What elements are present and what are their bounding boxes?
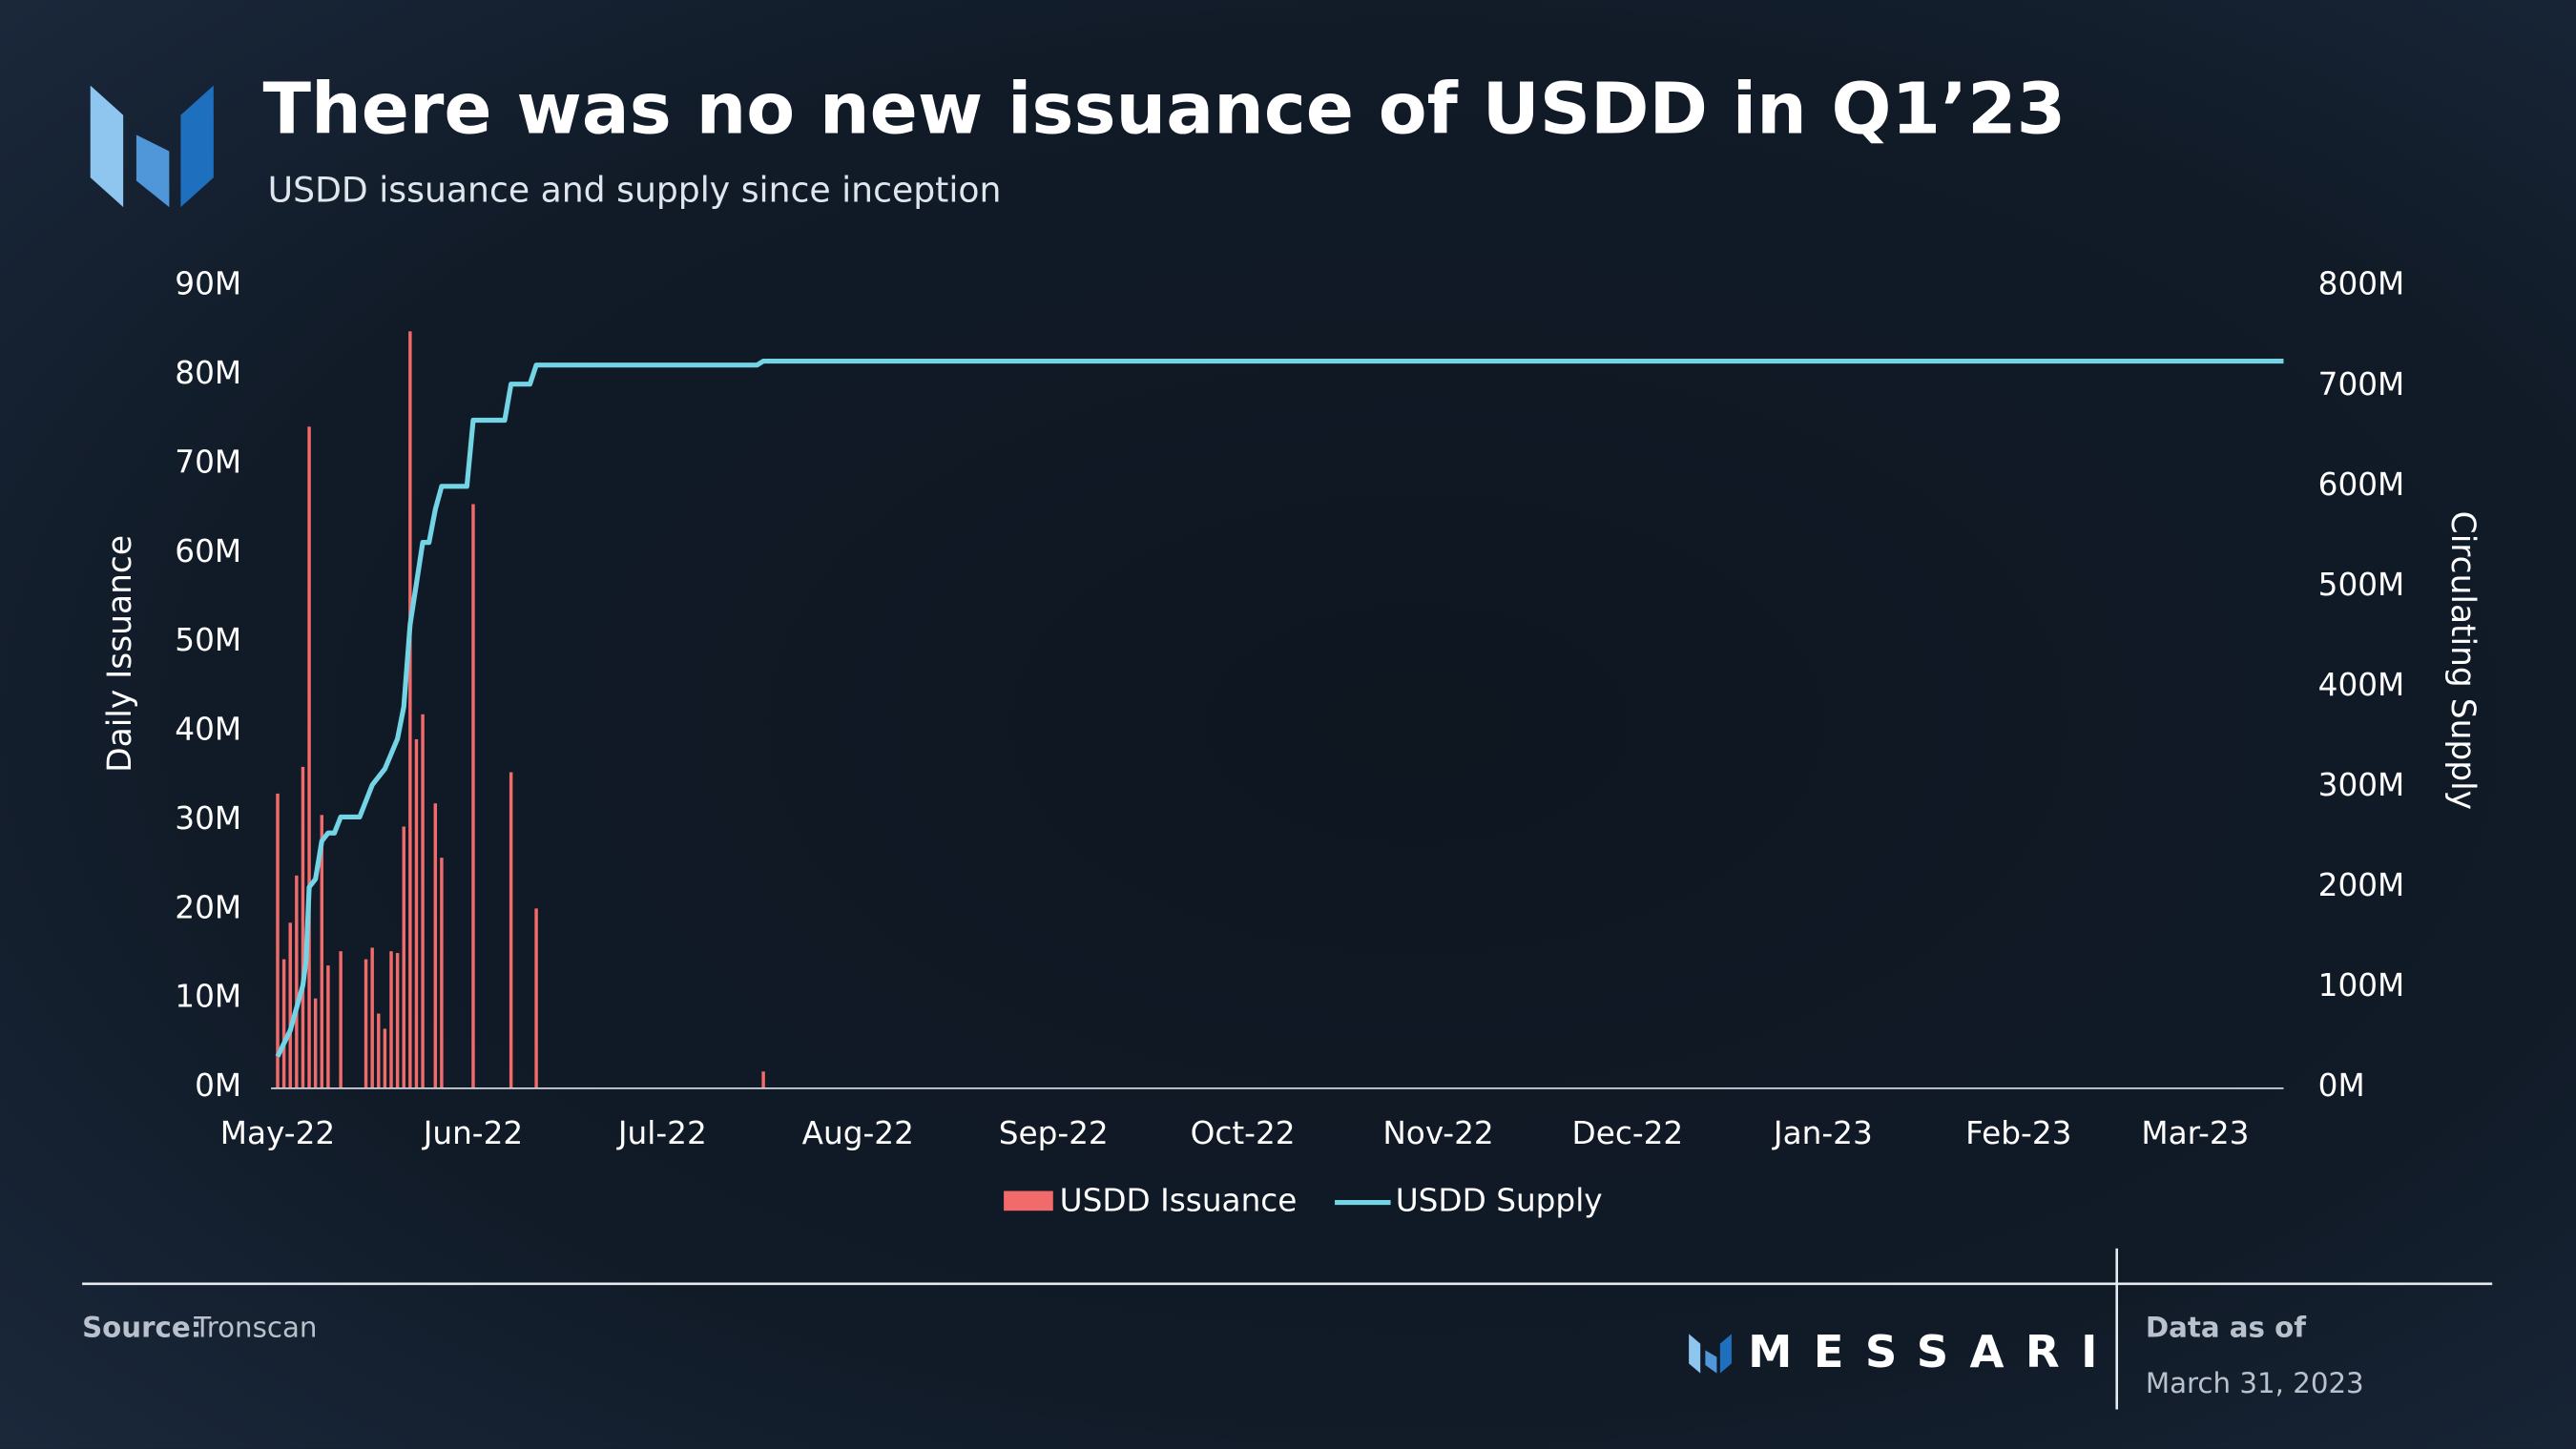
legend-label: USDD Supply bbox=[1396, 1183, 1603, 1219]
x-tick-label: May-22 bbox=[220, 1115, 335, 1151]
y2-axis-label: Circulating Supply bbox=[2443, 511, 2482, 810]
brand-logo bbox=[1689, 1334, 1732, 1374]
bar bbox=[281, 959, 286, 1088]
x-tick-label: Jun-22 bbox=[422, 1115, 524, 1151]
legend-swatch bbox=[1004, 1190, 1053, 1211]
bar bbox=[276, 793, 280, 1088]
y2-tick-label: 700M bbox=[2318, 366, 2405, 403]
y2-tick-label: 600M bbox=[2318, 466, 2405, 503]
line bbox=[275, 358, 2284, 1058]
y-tick-label: 90M bbox=[175, 266, 241, 302]
y2-tick-label: 400M bbox=[2318, 667, 2405, 703]
y2-tick-label: 0M bbox=[2318, 1067, 2365, 1104]
logo bbox=[90, 85, 214, 208]
bar bbox=[383, 1028, 387, 1088]
y2-tick-label: 800M bbox=[2318, 266, 2405, 302]
y-tick-label: 50M bbox=[175, 622, 241, 658]
bar bbox=[421, 714, 425, 1088]
y-tick-label: 80M bbox=[175, 355, 241, 391]
bar bbox=[364, 959, 368, 1088]
chart-subtitle: USDD issuance and supply since inception bbox=[268, 170, 1002, 211]
legend: USDD Issuance USDD Supply bbox=[1004, 1183, 1603, 1219]
bar bbox=[402, 826, 405, 1088]
y-tick-label: 0M bbox=[195, 1067, 241, 1104]
x-tick-label: Feb-23 bbox=[1965, 1115, 2071, 1151]
bar bbox=[509, 772, 513, 1088]
x-tick-label: Aug-22 bbox=[802, 1115, 914, 1151]
y2-tick-label: 300M bbox=[2318, 767, 2405, 803]
bar bbox=[377, 1013, 381, 1088]
bar bbox=[339, 951, 343, 1088]
bar bbox=[433, 803, 438, 1088]
bar bbox=[313, 998, 318, 1088]
x-tick-label: Sep-22 bbox=[999, 1115, 1109, 1151]
bar bbox=[288, 922, 292, 1088]
y-tick-label: 70M bbox=[175, 444, 241, 480]
bar bbox=[761, 1071, 765, 1088]
source: Tronscan bbox=[193, 1312, 317, 1344]
chart-title: There was no new issuance of USDD in Q1’… bbox=[263, 68, 2067, 150]
brand: MESSARI bbox=[1748, 1326, 2119, 1377]
y-tick-label: 40M bbox=[175, 712, 241, 748]
legend-label: USDD Issuance bbox=[1060, 1183, 1298, 1219]
bar bbox=[326, 965, 330, 1088]
bar bbox=[395, 953, 400, 1088]
date-label: Data as of bbox=[2146, 1312, 2306, 1344]
x-tick-label: Oct-22 bbox=[1191, 1115, 1296, 1151]
y-tick-label: 30M bbox=[175, 800, 241, 837]
bar bbox=[307, 426, 311, 1088]
x-tick-label: Nov-22 bbox=[1382, 1115, 1493, 1151]
date: March 31, 2023 bbox=[2146, 1367, 2364, 1399]
y-tick-label: 10M bbox=[175, 979, 241, 1015]
bar bbox=[534, 908, 538, 1088]
bar bbox=[295, 875, 299, 1088]
bar bbox=[389, 951, 393, 1088]
plot-area: 0M 10M 20M 30M 40M 50M 60M 70M 80M 90M 0M 100M 200M 3… bbox=[175, 266, 2404, 1151]
y2-tick-label: 100M bbox=[2318, 967, 2405, 1004]
x-tick-label: Dec-22 bbox=[1572, 1115, 1684, 1151]
bar bbox=[440, 858, 444, 1088]
bar bbox=[471, 504, 475, 1088]
source-label: Source: bbox=[82, 1312, 201, 1344]
y2-tick-label: 200M bbox=[2318, 867, 2405, 903]
y-tick-label: 20M bbox=[175, 889, 241, 925]
bar bbox=[301, 766, 305, 1088]
bar bbox=[320, 815, 324, 1088]
x-tick-label: Mar-23 bbox=[2141, 1115, 2249, 1151]
y-axis-label: Daily Issuance bbox=[101, 535, 139, 773]
x-tick-label: Jul-22 bbox=[616, 1115, 707, 1151]
x-tick-label: Jan-23 bbox=[1772, 1115, 1873, 1151]
bar bbox=[414, 738, 419, 1088]
bar bbox=[408, 331, 412, 1088]
bar bbox=[370, 947, 374, 1088]
y-tick-label: 60M bbox=[175, 533, 241, 569]
y2-tick-label: 500M bbox=[2318, 567, 2405, 603]
